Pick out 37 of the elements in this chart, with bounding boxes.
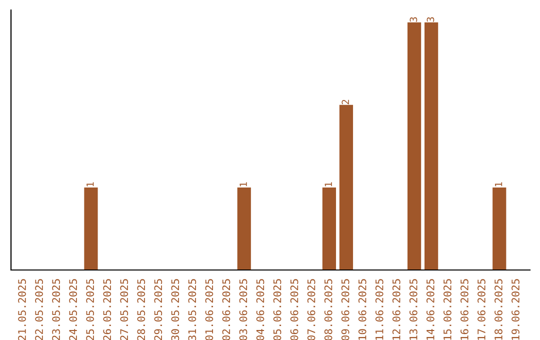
x-tick-label: 26.05.2025 — [103, 279, 112, 340]
x-tick-label: 14.06.2025 — [426, 279, 434, 340]
x-tick-label: 29.05.2025 — [154, 279, 162, 340]
x-tick-label: 23.05.2025 — [52, 279, 60, 340]
x-tick-label: 31.05.2025 — [188, 279, 196, 340]
x-tick-label: 10.06.2025 — [358, 279, 366, 340]
x-tick-label: 02.06.2025 — [222, 279, 230, 340]
x-tick-label: 13.06.2025 — [409, 279, 418, 340]
x-tick-label: 22.05.2025 — [35, 279, 43, 340]
x-tick-label: 04.06.2025 — [256, 279, 264, 340]
x-tick-label: 01.06.2025 — [205, 279, 214, 340]
data-label: 3 — [426, 17, 434, 22]
x-tick-label: 27.05.2025 — [120, 279, 128, 340]
x-tick-label: 08.06.2025 — [324, 279, 332, 340]
data-label: 2 — [342, 100, 349, 104]
x-tick-label: 18.06.2025 — [494, 279, 502, 340]
x-tick-label: 11.06.2025 — [375, 279, 384, 340]
x-tick-label: 25.05.2025 — [86, 279, 94, 340]
data-label: 1 — [324, 182, 332, 186]
x-tick-label: 09.06.2025 — [341, 279, 350, 340]
x-tick-label: 15.06.2025 — [443, 279, 452, 340]
x-tick-label: 05.06.2025 — [273, 279, 282, 340]
data-label: 1 — [86, 182, 94, 186]
x-tick-label: 07.06.2025 — [307, 279, 316, 340]
x-tick-label: 21.05.2025 — [18, 279, 26, 340]
x-tick-label: 17.06.2025 — [478, 279, 486, 340]
x-tick-label: 03.06.2025 — [239, 279, 248, 340]
data-label: 3 — [410, 17, 418, 22]
data-label: 1 — [494, 182, 502, 186]
x-tick-label: 16.06.2025 — [460, 279, 468, 340]
x-tick-label: 28.05.2025 — [137, 279, 146, 340]
x-tick-label: 06.06.2025 — [290, 279, 298, 340]
x-tick-label: 24.05.2025 — [69, 279, 78, 340]
data-label: 1 — [240, 182, 247, 186]
x-tick-label: 19.06.2025 — [512, 279, 520, 340]
x-tick-label: 12.06.2025 — [392, 279, 400, 340]
x-tick-label: 30.05.2025 — [171, 279, 180, 340]
